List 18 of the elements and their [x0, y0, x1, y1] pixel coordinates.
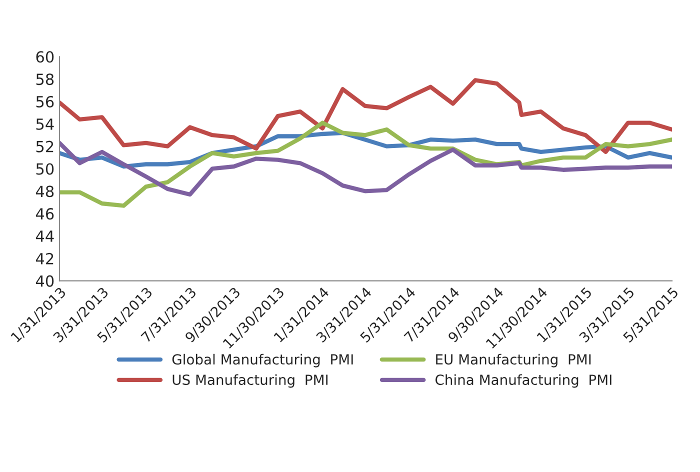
line-series [60, 78, 672, 154]
legend-label: China Manufacturing PMI [436, 374, 612, 388]
y-tick-label: 60 [36, 51, 54, 63]
y-tick-label: 42 [36, 252, 54, 264]
y-tick-label: 48 [36, 186, 54, 198]
y-tick-label: 40 [36, 275, 54, 287]
y-tick-label: 52 [36, 140, 54, 152]
y-tick-label: 54 [36, 118, 54, 130]
y-tick-label: 50 [36, 163, 54, 175]
legend-label: EU Manufacturing PMI [436, 354, 591, 368]
y-tick-label: 58 [36, 74, 54, 86]
legend-label: Global Manufacturing PMI [172, 354, 353, 368]
line-series [60, 140, 672, 197]
legend-label: US Manufacturing PMI [172, 374, 328, 388]
line-series [60, 120, 672, 208]
y-tick-label: 44 [36, 230, 54, 242]
y-tick-label: 46 [36, 208, 54, 220]
y-tick-label: 56 [36, 96, 54, 108]
